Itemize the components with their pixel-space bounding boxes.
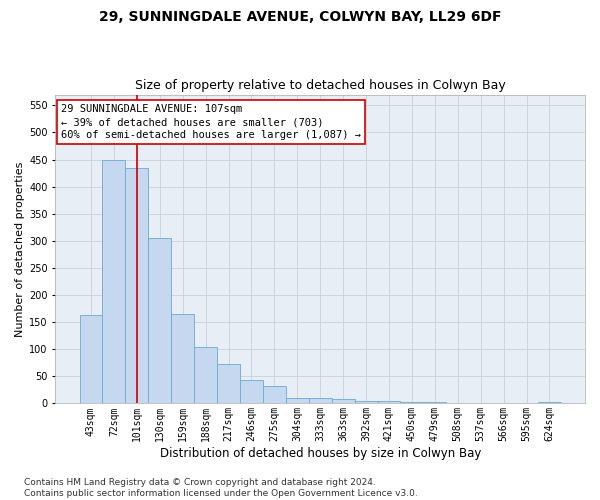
Bar — [286, 398, 309, 404]
Text: 29 SUNNINGDALE AVENUE: 107sqm
← 39% of detached houses are smaller (703)
60% of : 29 SUNNINGDALE AVENUE: 107sqm ← 39% of d… — [61, 104, 361, 140]
Bar — [171, 314, 194, 404]
Bar — [492, 403, 515, 404]
Text: 29, SUNNINGDALE AVENUE, COLWYN BAY, LL29 6DF: 29, SUNNINGDALE AVENUE, COLWYN BAY, LL29… — [99, 10, 501, 24]
Title: Size of property relative to detached houses in Colwyn Bay: Size of property relative to detached ho… — [135, 79, 506, 92]
Bar — [424, 402, 446, 404]
Bar — [377, 401, 400, 404]
Bar — [217, 364, 240, 404]
Bar — [125, 168, 148, 404]
Y-axis label: Number of detached properties: Number of detached properties — [15, 162, 25, 336]
Bar — [332, 399, 355, 404]
Bar — [103, 160, 125, 404]
Bar — [515, 403, 538, 404]
Bar — [80, 315, 103, 404]
Bar — [446, 403, 469, 404]
X-axis label: Distribution of detached houses by size in Colwyn Bay: Distribution of detached houses by size … — [160, 447, 481, 460]
Bar — [263, 386, 286, 404]
Bar — [148, 238, 171, 404]
Bar — [194, 346, 217, 404]
Bar — [309, 398, 332, 404]
Bar — [355, 401, 377, 404]
Bar — [538, 402, 561, 404]
Text: Contains HM Land Registry data © Crown copyright and database right 2024.
Contai: Contains HM Land Registry data © Crown c… — [24, 478, 418, 498]
Bar — [469, 403, 492, 404]
Bar — [400, 402, 424, 404]
Bar — [240, 380, 263, 404]
